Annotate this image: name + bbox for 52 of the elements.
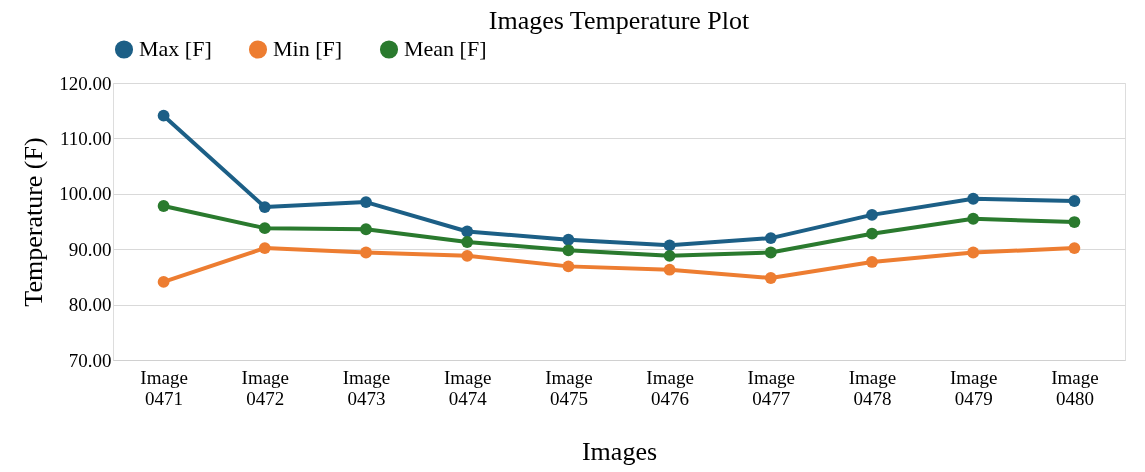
x-tick-label: Image 0471 bbox=[140, 366, 188, 409]
y-tick-label: 80.00 bbox=[68, 294, 112, 316]
y-tick-label: 110.00 bbox=[59, 127, 112, 149]
point bbox=[461, 225, 474, 238]
x-tick-label: Image 0476 bbox=[646, 366, 694, 409]
point bbox=[258, 242, 271, 254]
x-tick-label: Image 0480 bbox=[1051, 366, 1099, 409]
point bbox=[360, 196, 372, 209]
y-tick-label: 90.00 bbox=[68, 238, 112, 260]
point bbox=[663, 263, 676, 276]
legend-label: Max [F] bbox=[139, 36, 212, 62]
point bbox=[967, 192, 980, 205]
x-tick-label: Image 0475 bbox=[545, 366, 593, 409]
point bbox=[360, 246, 372, 259]
point bbox=[461, 236, 474, 248]
point bbox=[562, 244, 575, 257]
y-tick-label: 120.00 bbox=[59, 72, 112, 94]
point bbox=[866, 256, 878, 268]
point bbox=[258, 201, 271, 213]
x-tick-label: Image 0474 bbox=[443, 366, 492, 409]
point bbox=[1068, 216, 1081, 228]
point bbox=[967, 246, 980, 259]
legend-label: Min [F] bbox=[273, 36, 343, 62]
x-axis-title: Images bbox=[581, 436, 658, 466]
point bbox=[866, 227, 878, 240]
point bbox=[1068, 242, 1081, 254]
x-tick-label: Image 0473 bbox=[342, 366, 391, 409]
point bbox=[562, 260, 575, 273]
y-tick-label: 100.00 bbox=[59, 183, 112, 205]
x-tick-label: Image 0477 bbox=[747, 366, 796, 409]
point bbox=[1068, 195, 1081, 207]
point bbox=[866, 208, 878, 221]
point bbox=[663, 249, 676, 262]
y-axis-title: Temperature (F) bbox=[19, 137, 49, 307]
point bbox=[764, 232, 777, 245]
legend-label: Mean [F] bbox=[404, 36, 487, 62]
point bbox=[157, 200, 170, 212]
point bbox=[663, 239, 676, 252]
point bbox=[461, 249, 474, 262]
point bbox=[360, 223, 372, 236]
point bbox=[967, 212, 980, 225]
point bbox=[258, 222, 271, 235]
point bbox=[764, 272, 777, 284]
point bbox=[157, 275, 170, 288]
chart-title: Images Temperature Plot bbox=[488, 6, 751, 35]
x-tick-label: Image 0479 bbox=[949, 366, 998, 409]
y-tick-label: 70.00 bbox=[68, 349, 112, 371]
point bbox=[764, 246, 777, 259]
point bbox=[157, 109, 170, 122]
x-tick-label: Image 0478 bbox=[848, 366, 897, 409]
x-tick-label: Image 0472 bbox=[241, 366, 290, 409]
point bbox=[562, 233, 575, 246]
